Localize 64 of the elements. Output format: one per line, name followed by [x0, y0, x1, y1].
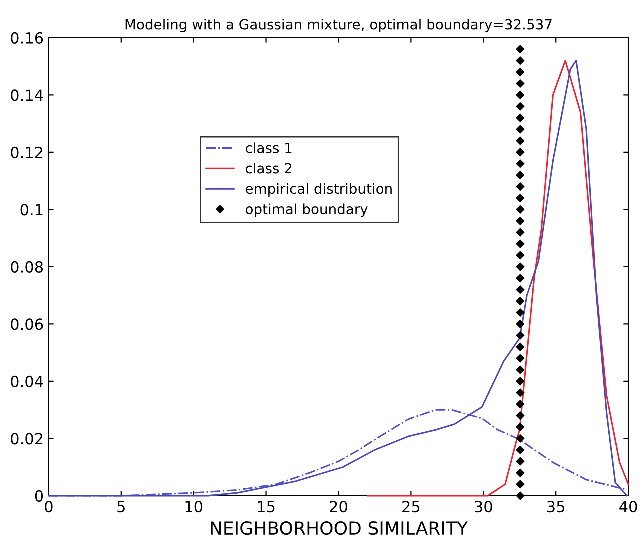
point [516, 400, 525, 409]
point [516, 320, 525, 329]
point [516, 422, 525, 432]
point [516, 446, 525, 455]
point [516, 388, 525, 398]
point [516, 159, 525, 168]
point [516, 308, 525, 318]
point [516, 136, 525, 146]
y-tick-label: 0.04 [11, 376, 44, 388]
point [516, 68, 525, 77]
point [516, 170, 525, 180]
x-tick-label: 5 [118, 501, 125, 513]
point [516, 342, 525, 352]
point [516, 79, 525, 88]
x-tick-label: 40 [620, 501, 638, 513]
point [516, 148, 525, 157]
x-tick-label: 15 [258, 501, 275, 513]
y-tick-label: 0.1 [20, 204, 43, 216]
point [516, 377, 525, 386]
point [516, 285, 525, 294]
point [516, 262, 525, 272]
y-tick-label: 0.16 [11, 32, 44, 44]
point [516, 102, 525, 112]
point [516, 251, 525, 260]
point [516, 194, 525, 203]
x-tick-label: 25 [402, 501, 420, 513]
point [516, 182, 525, 192]
x-axis-title: NEIGHBORHOOD SIMILARITY [211, 521, 468, 536]
point [516, 366, 525, 374]
point [516, 468, 525, 478]
y-tick-label: 0.08 [11, 261, 44, 273]
point [516, 44, 525, 54]
point [516, 457, 525, 466]
x-tick-label: 20 [330, 501, 348, 513]
point [516, 434, 525, 444]
chart-title: Modeling with a Gaussian mixture, optimal boundary=32.537 [126, 19, 552, 32]
legend-label: empirical distribution [246, 183, 392, 197]
y-tick-label: 0 [35, 490, 44, 502]
y-tick-label: 0.02 [11, 433, 43, 445]
legend-label: class 2 [246, 163, 292, 174]
point [516, 240, 525, 248]
point [516, 56, 525, 66]
point [516, 114, 525, 123]
y-tick-label: 0.14 [11, 90, 44, 102]
point [516, 216, 525, 226]
point [516, 205, 525, 214]
x-tick-label: 0 [45, 501, 53, 513]
point [516, 480, 525, 489]
legend-label: class 1 [246, 142, 292, 154]
y-tick-label: 0.06 [11, 318, 44, 330]
x-tick-label: 10 [186, 501, 203, 513]
point [516, 492, 525, 500]
point [516, 296, 525, 306]
y-tick-label: 0.12 [11, 146, 43, 158]
point [516, 411, 525, 420]
point [516, 125, 525, 134]
point [516, 274, 525, 283]
x-tick-label: 30 [475, 501, 492, 513]
point [516, 354, 525, 363]
point [516, 228, 525, 238]
point [516, 331, 525, 340]
point [516, 90, 525, 100]
x-tick-label: 35 [548, 501, 564, 513]
legend-label: optimal boundary [246, 204, 368, 218]
